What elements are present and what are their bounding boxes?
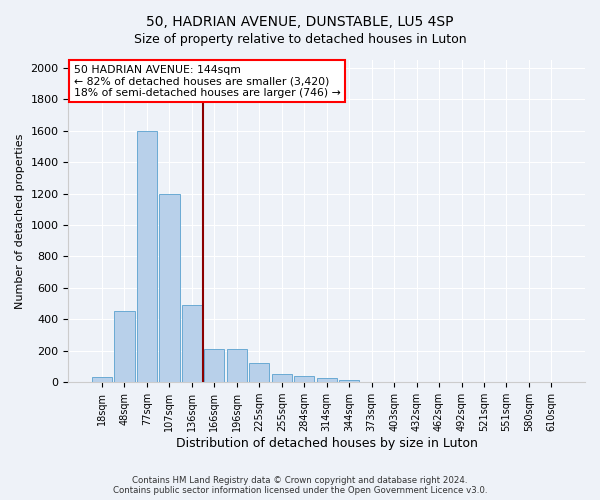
Bar [227, 349, 247, 382]
Text: 50 HADRIAN AVENUE: 144sqm
← 82% of detached houses are smaller (3,420)
18% of se: 50 HADRIAN AVENUE: 144sqm ← 82% of detac… [74, 65, 340, 98]
Text: Contains HM Land Registry data © Crown copyright and database right 2024.
Contai: Contains HM Land Registry data © Crown c… [113, 476, 487, 495]
Bar [339, 380, 359, 382]
Bar [115, 310, 134, 382]
Text: Size of property relative to detached houses in Luton: Size of property relative to detached ho… [134, 32, 466, 46]
Bar [92, 376, 112, 382]
Bar [182, 305, 202, 382]
X-axis label: Distribution of detached houses by size in Luton: Distribution of detached houses by size … [176, 437, 478, 450]
Bar [249, 362, 269, 382]
Bar [294, 376, 314, 382]
Bar [317, 378, 337, 382]
Text: 50, HADRIAN AVENUE, DUNSTABLE, LU5 4SP: 50, HADRIAN AVENUE, DUNSTABLE, LU5 4SP [146, 15, 454, 29]
Y-axis label: Number of detached properties: Number of detached properties [15, 134, 25, 309]
Bar [272, 374, 292, 382]
Bar [159, 194, 179, 382]
Bar [204, 349, 224, 382]
Bar [137, 130, 157, 382]
